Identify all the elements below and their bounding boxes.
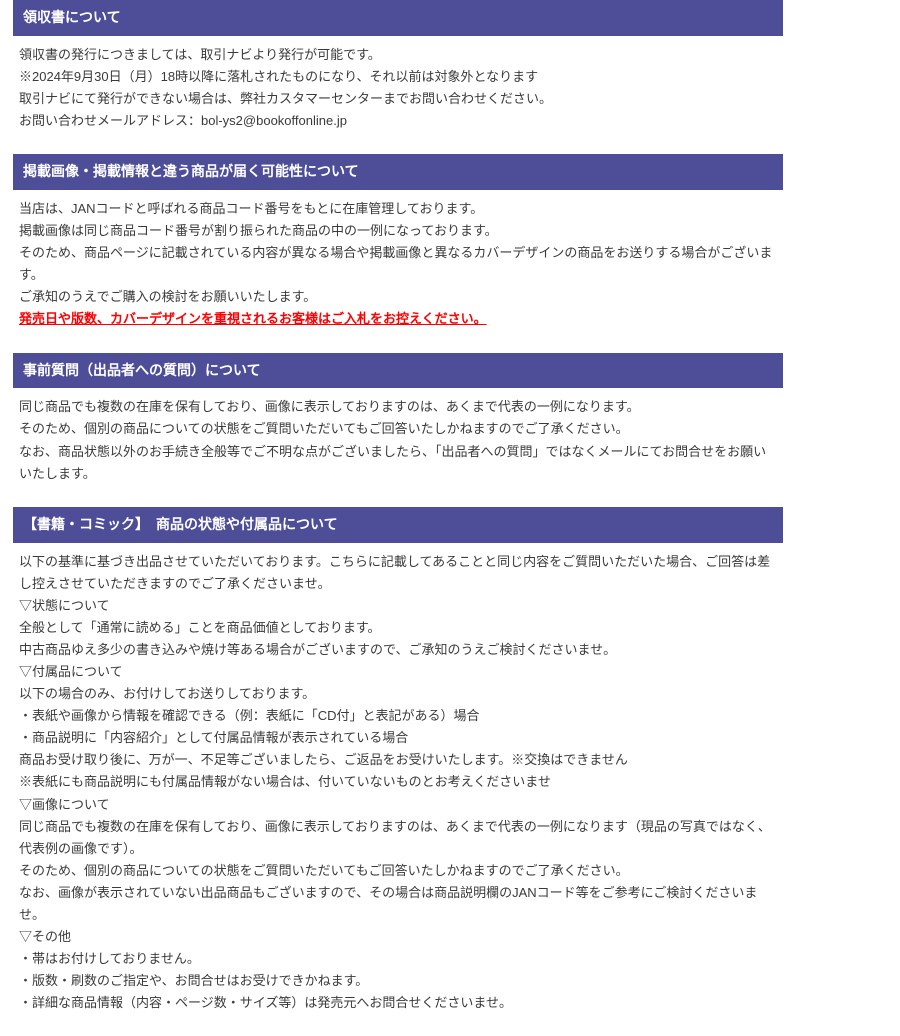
- condition-line: 全般として「通常に読める」ことを商品価値としております。: [19, 617, 777, 639]
- accessories-line: ・表紙や画像から情報を確認できる（例：表紙に「CD付」と表記がある）場合: [19, 705, 777, 727]
- questions-line: 同じ商品でも複数の在庫を保有しており、画像に表示しておりますのは、あくまで代表の…: [19, 396, 777, 418]
- other-line: ・詳細な商品情報（内容・ページ数・サイズ等）は発売元へお問合せくださいませ。: [19, 992, 777, 1014]
- accessories-line: 以下の場合のみ、お付けしてお送りしております。: [19, 683, 777, 705]
- section-difference: 掲載画像・掲載情報と違う商品が届く可能性について 当店は、JANコードと呼ばれる…: [13, 154, 783, 338]
- section-difference-body: 当店は、JANコードと呼ばれる商品コード番号をもとに在庫管理しております。 掲載…: [13, 190, 783, 339]
- section-receipt-header: 領収書について: [13, 0, 783, 36]
- subhead-images: ▽画像について: [19, 794, 777, 816]
- receipt-line: 領収書の発行につきましては、取引ナビより発行が可能です。: [19, 44, 777, 66]
- receipt-line: お問い合わせメールアドレス：bol-ys2@bookoffonline.jp: [19, 110, 777, 132]
- questions-line: そのため、個別の商品についての状態をご質問いただいてもご回答いたしかねますのでご…: [19, 418, 777, 440]
- images-line: そのため、個別の商品についての状態をご質問いただいてもご回答いたしかねますのでご…: [19, 860, 777, 882]
- section-condition: 【書籍・コミック】 商品の状態や付属品について 以下の基準に基づき出品させていた…: [13, 507, 783, 1023]
- difference-line: 当店は、JANコードと呼ばれる商品コード番号をもとに在庫管理しております。: [19, 198, 777, 220]
- accessories-line: ・商品説明に「内容紹介」として付属品情報が表示されている場合: [19, 727, 777, 749]
- section-questions-header: 事前質問（出品者への質問）について: [13, 353, 783, 389]
- section-receipt: 領収書について 領収書の発行につきましては、取引ナビより発行が可能です。 ※20…: [13, 0, 783, 140]
- accessories-line: ※表紙にも商品説明にも付属品情報がない場合は、付いていないものとお考えくださいま…: [19, 771, 777, 793]
- accessories-line: 商品お受け取り後に、万が一、不足等ございましたら、ご返品をお受けいたします。※交…: [19, 749, 777, 771]
- subhead-other: ▽その他: [19, 926, 777, 948]
- subhead-condition: ▽状態について: [19, 595, 777, 617]
- questions-line: なお、商品状態以外のお手続き全般等でご不明な点がございましたら、「出品者への質問…: [19, 441, 777, 485]
- difference-line: そのため、商品ページに記載されている内容が異なる場合や掲載画像と異なるカバーデザ…: [19, 242, 777, 286]
- difference-line: 掲載画像は同じ商品コード番号が割り振られた商品の中の一例になっております。: [19, 220, 777, 242]
- other-line: ・帯はお付けしておりません。: [19, 948, 777, 970]
- condition-intro: 以下の基準に基づき出品させていただいております。こちらに記載してあることと同じ内…: [19, 551, 777, 595]
- images-line: なお、画像が表示されていない出品商品もございますので、その場合は商品説明欄のJA…: [19, 882, 777, 926]
- other-line: ・版数・刷数のご指定や、お問合せはお受けできかねます。: [19, 970, 777, 992]
- condition-line: 中古商品ゆえ多少の書き込みや焼け等ある場合がございますので、ご承知のうえご検討く…: [19, 639, 777, 661]
- difference-line: ご承知のうえでご購入の検討をお願いいたします。: [19, 286, 777, 308]
- section-questions-body: 同じ商品でも複数の在庫を保有しており、画像に表示しておりますのは、あくまで代表の…: [13, 388, 783, 492]
- images-line: 同じ商品でも複数の在庫を保有しており、画像に表示しておりますのは、あくまで代表の…: [19, 816, 777, 860]
- difference-emphasis: 発売日や版数、カバーデザインを重視されるお客様はご入札をお控えください。: [19, 308, 777, 330]
- section-questions: 事前質問（出品者への質問）について 同じ商品でも複数の在庫を保有しており、画像に…: [13, 353, 783, 493]
- section-receipt-body: 領収書の発行につきましては、取引ナビより発行が可能です。 ※2024年9月30日…: [13, 36, 783, 140]
- section-condition-header: 【書籍・コミック】 商品の状態や付属品について: [13, 507, 783, 543]
- section-difference-header: 掲載画像・掲載情報と違う商品が届く可能性について: [13, 154, 783, 190]
- subhead-accessories: ▽付属品について: [19, 661, 777, 683]
- receipt-line: 取引ナビにて発行ができない場合は、弊社カスタマーセンターまでお問い合わせください…: [19, 88, 777, 110]
- section-condition-body: 以下の基準に基づき出品させていただいております。こちらに記載してあることと同じ内…: [13, 543, 783, 1023]
- receipt-line: ※2024年9月30日（月）18時以降に落札されたものになり、それ以前は対象外と…: [19, 66, 777, 88]
